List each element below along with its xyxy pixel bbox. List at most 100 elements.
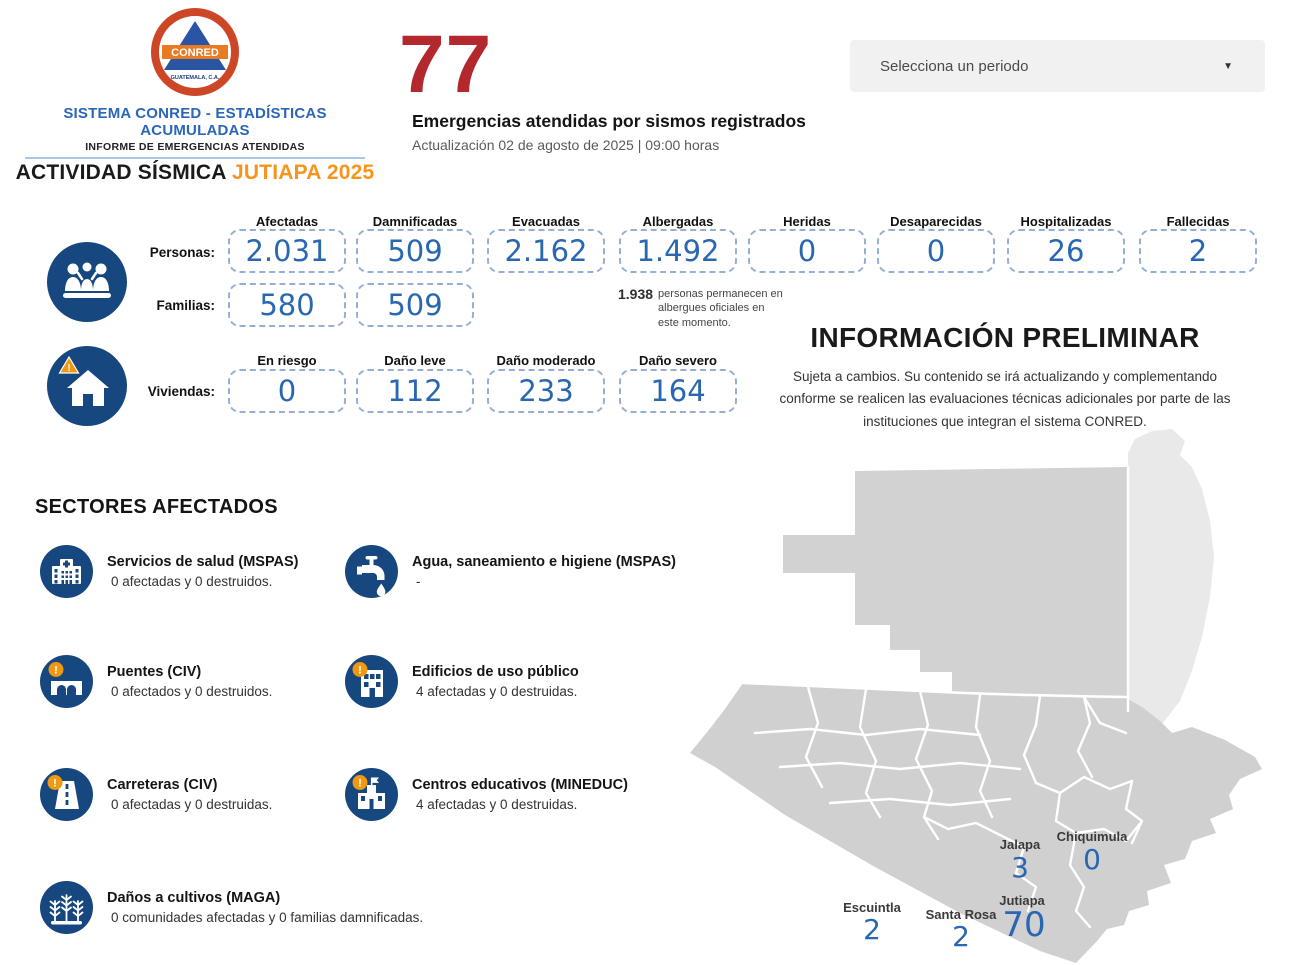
col-evacuadas: Evacuadas xyxy=(512,214,580,229)
map-peten xyxy=(783,467,1128,699)
sector-name: Carreteras (CIV) xyxy=(107,777,218,793)
stat-familias-afectadas: 580 xyxy=(228,283,346,327)
stat-personas-damnificadas: 509 xyxy=(356,229,474,273)
report-title-line2: INFORME DE EMERGENCIAS ATENDIDAS xyxy=(85,141,305,153)
activity-location: JUTIAPA 2025 xyxy=(231,161,375,184)
report-title-line3: ACTIVIDAD SÍSMICA JUTIAPA 2025 xyxy=(15,161,375,185)
house-warning-icon: ! xyxy=(47,346,127,426)
sector-detail: 4 afectadas y 0 destruidas. xyxy=(416,684,578,699)
map-value-escuintla: 2 xyxy=(863,913,881,946)
map-label-chiquimula: Chiquimula xyxy=(1057,829,1129,844)
map-label-escuintla: Escuintla xyxy=(843,900,902,915)
sectors-title: SECTORES AFECTADOS xyxy=(35,496,278,518)
svg-text:!: ! xyxy=(358,778,362,790)
sector-name: Servicios de salud (MSPAS) xyxy=(107,554,299,570)
shelter-note-text: personas permanecen en albergues oficial… xyxy=(658,288,783,329)
crops-icon xyxy=(40,881,93,934)
sector-edificios: ! Edificios de uso público 4 afectadas y… xyxy=(345,655,579,708)
col-dano-moderado: Daño moderado xyxy=(496,353,596,368)
stat-familias-damnificadas: 509 xyxy=(356,283,474,327)
map-label-jalapa: Jalapa xyxy=(1000,837,1041,852)
sector-detail: 0 afectados y 0 destruidos. xyxy=(111,684,273,699)
map-label-jutiapa: Jutiapa xyxy=(999,893,1045,908)
emergencies-count: 77 xyxy=(399,19,493,110)
sector-name: Agua, saneamiento e higiene (MSPAS) xyxy=(412,554,677,570)
col-fallecidas: Fallecidas xyxy=(1166,214,1230,229)
stat-personas-albergadas: 1.492 xyxy=(619,229,737,273)
stat-personas-afectadas: 2.031 xyxy=(228,229,346,273)
sector-cultivos: Daños a cultivos (MAGA) 0 comunidades af… xyxy=(40,881,423,934)
col-albergadas: Albergadas xyxy=(642,214,714,229)
school-icon: ! xyxy=(345,768,398,821)
map-belize xyxy=(1128,429,1214,729)
conred-logo-block: CONRED GUATEMALA, C.A. SISTEMA CONRED - … xyxy=(15,6,375,185)
stat-viviendas-severo: 164 xyxy=(619,369,737,413)
col-damnificadas: Damnificadas xyxy=(372,214,458,229)
map-value-santa-rosa: 2 xyxy=(952,920,970,953)
sector-puentes: ! Puentes (CIV) 0 afectados y 0 destruid… xyxy=(40,655,272,708)
sector-name: Puentes (CIV) xyxy=(107,664,202,680)
conred-logo: CONRED GUATEMALA, C.A. xyxy=(151,8,239,96)
col-en-riesgo: En riesgo xyxy=(257,353,317,368)
sector-detail: 0 afectadas y 0 destruidos. xyxy=(111,574,273,589)
stat-personas-fallecidas: 2 xyxy=(1139,229,1257,273)
col-desaparecidas: Desaparecidas xyxy=(890,214,982,229)
col-dano-severo: Daño severo xyxy=(638,353,718,368)
col-heridas: Heridas xyxy=(783,214,831,229)
sector-salud: Servicios de salud (MSPAS) 0 afectadas y… xyxy=(40,545,299,598)
people-icon xyxy=(47,242,127,322)
stat-viviendas-moderado: 233 xyxy=(487,369,605,413)
hospital-icon xyxy=(40,545,93,598)
preliminary-body: Sujeta a cambios. Su contenido se irá ac… xyxy=(779,369,1231,429)
stat-personas-desaparecidas: 0 xyxy=(877,229,995,273)
svg-text:!: ! xyxy=(358,665,362,677)
svg-text:!: ! xyxy=(54,665,58,677)
conred-logo-country: GUATEMALA, C.A. xyxy=(171,75,220,81)
road-icon: ! xyxy=(40,768,93,821)
sector-name: Daños a cultivos (MAGA) xyxy=(107,890,281,906)
col-afectadas: Afectadas xyxy=(255,214,319,229)
col-hospitalizadas: Hospitalizadas xyxy=(1020,214,1112,229)
emergencies-label: Emergencias atendidas por sismos registr… xyxy=(412,111,806,131)
svg-text:!: ! xyxy=(67,363,70,374)
shelter-note: 1.938 personas permanecen en albergues o… xyxy=(618,286,783,330)
bridge-icon: ! xyxy=(40,655,93,708)
logo-divider xyxy=(25,157,365,159)
chevron-down-icon: ▼ xyxy=(1223,60,1233,72)
viviendas-row-label: Viviendas: xyxy=(147,384,215,399)
map-department-borders xyxy=(741,465,1144,929)
faucet-icon xyxy=(345,545,398,598)
shelter-note-number: 1.938 xyxy=(618,286,654,302)
map-value-chiquimula: 0 xyxy=(1083,843,1101,876)
period-select-placeholder: Selecciona un periodo xyxy=(880,57,1029,75)
map-value-jutiapa: 70 xyxy=(1002,905,1045,945)
preliminary-info: INFORMACIÓN PRELIMINAR Sujeta a cambios.… xyxy=(760,322,1250,433)
svg-text:!: ! xyxy=(53,778,57,790)
guatemala-map[interactable]: Jalapa 3 Chiquimula 0 Escuintla 2 Santa … xyxy=(680,425,1290,965)
stat-viviendas-leve: 112 xyxy=(356,369,474,413)
sector-educativos: ! Centros educativos (MINEDUC) 4 afectad… xyxy=(345,768,628,821)
map-value-jalapa: 3 xyxy=(1011,851,1029,884)
sector-agua: Agua, saneamiento e higiene (MSPAS) - xyxy=(345,545,676,598)
sector-carreteras: ! Carreteras (CIV) 0 afectadas y 0 destr… xyxy=(40,768,272,821)
sector-name: Centros educativos (MINEDUC) xyxy=(412,777,628,793)
period-select[interactable]: Selecciona un periodo ▼ xyxy=(850,40,1265,92)
conred-logo-brand: CONRED xyxy=(171,47,219,59)
sector-detail: - xyxy=(416,574,421,589)
activity-title: ACTIVIDAD SÍSMICA xyxy=(15,161,226,184)
preliminary-title: INFORMACIÓN PRELIMINAR xyxy=(810,322,1200,353)
sector-detail: 0 afectadas y 0 destruidas. xyxy=(111,797,273,812)
sector-name: Edificios de uso público xyxy=(412,664,579,680)
col-dano-leve: Daño leve xyxy=(384,353,446,368)
map-label-santa-rosa: Santa Rosa xyxy=(926,907,998,922)
public-building-icon: ! xyxy=(345,655,398,708)
sector-detail: 4 afectadas y 0 destruidas. xyxy=(416,797,578,812)
stat-personas-hospitalizadas: 26 xyxy=(1007,229,1125,273)
sector-detail: 0 comunidades afectadas y 0 familias dam… xyxy=(111,910,424,925)
stat-viviendas-riesgo: 0 xyxy=(228,369,346,413)
update-timestamp: Actualización 02 de agosto de 2025 | 09:… xyxy=(412,137,720,153)
personas-row-label: Personas: xyxy=(149,245,215,260)
map-labels: Jalapa 3 Chiquimula 0 Escuintla 2 Santa … xyxy=(843,829,1128,953)
stat-personas-heridas: 0 xyxy=(748,229,866,273)
report-title-line1: SISTEMA CONRED - ESTADÍSTICAS ACUMULADAS xyxy=(63,105,327,139)
